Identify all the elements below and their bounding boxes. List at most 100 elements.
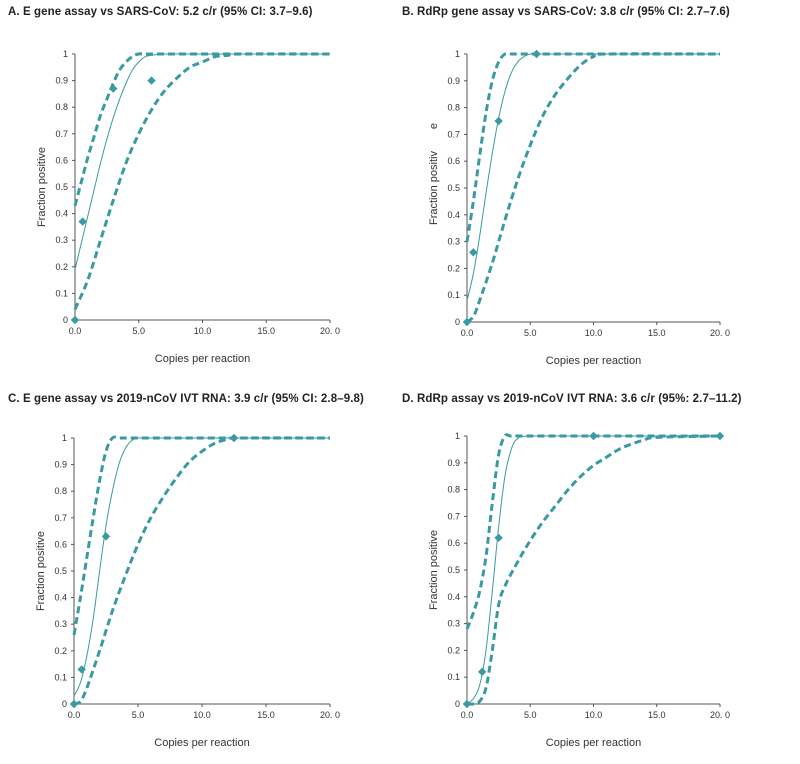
- chart-b: 00.10.20.30.40.50.60.70.80.910.0 5.0 10.0 1…: [428, 49, 730, 367]
- y-axis-title-suffix: e: [428, 123, 440, 129]
- panel-title: A. E gene assay vs SARS-CoV: 5.2 c/r (95…: [8, 6, 313, 18]
- y-tick-label: 0.1: [54, 672, 67, 682]
- x-tick-label: 0.0: [68, 710, 81, 720]
- probit-line: [466, 53, 720, 301]
- x-tick-label: 5.0: [132, 710, 145, 720]
- y-tick-label: 0.5: [54, 566, 67, 576]
- y-tick-label: 0.7: [55, 129, 68, 139]
- ci-line: [466, 52, 721, 324]
- data-point: [147, 76, 156, 85]
- y-axis-title: Fraction positive: [35, 531, 47, 611]
- y-tick-label: 0.2: [447, 645, 460, 655]
- x-tick-label: 10.0: [585, 710, 603, 720]
- x-axis-title: Copies per reaction: [155, 353, 250, 365]
- y-tick-label: 0.4: [447, 592, 460, 602]
- y-axis-title: Fraction positiv: [428, 151, 440, 225]
- x-axis-title: Copies per reaction: [546, 355, 641, 367]
- ci-line: [72, 435, 330, 636]
- x-tick-label: 0.0: [461, 328, 474, 338]
- y-tick-label: 0.1: [447, 672, 460, 682]
- y-tick-label: 0.4: [447, 210, 460, 220]
- y-tick-label: 0.1: [447, 290, 460, 300]
- panel-title: D. RdRp assay vs 2019-nCoV IVT RNA: 3.6 …: [402, 393, 742, 405]
- x-axis-title: Copies per reaction: [154, 737, 249, 749]
- y-tick-label: 0.7: [447, 129, 460, 139]
- y-tick-label: 0.9: [54, 460, 67, 470]
- y-tick-label: 0.6: [447, 156, 460, 166]
- y-tick-label: 0.3: [447, 237, 460, 247]
- probit-line: [466, 435, 720, 705]
- y-tick-label: 1: [62, 433, 67, 443]
- data-point: [78, 217, 87, 226]
- x-tick-label: 5.0: [132, 326, 145, 336]
- ci-line: [465, 433, 720, 630]
- y-tick-label: 0.5: [447, 565, 460, 575]
- x-tick-label: 15.0: [648, 710, 666, 720]
- y-tick-label: 0.6: [54, 539, 67, 549]
- x-tick-label: 15.0: [257, 710, 275, 720]
- y-tick-label: 0.9: [447, 458, 460, 468]
- y-tick-label: 0.3: [54, 619, 67, 629]
- x-tick-label: 20. 0: [320, 326, 340, 336]
- y-tick-label: 0.2: [447, 263, 460, 273]
- x-tick-label: 15.0: [648, 328, 666, 338]
- y-tick-label: 0.8: [447, 103, 460, 113]
- x-tick-label: 20. 0: [320, 710, 340, 720]
- chart-a: 00.10.20.30.40.50.60.70.80.910.0 5.0 10.0 1…: [36, 49, 340, 365]
- y-tick-label: 1: [455, 431, 460, 441]
- y-tick-label: 1: [455, 49, 460, 59]
- y-tick-label: 0.2: [55, 262, 68, 272]
- y-tick-label: 0.1: [55, 288, 68, 298]
- y-tick-label: 0.4: [55, 209, 68, 219]
- y-tick-label: 0.2: [54, 646, 67, 656]
- data-point: [70, 315, 80, 325]
- x-tick-label: 10.0: [193, 710, 211, 720]
- ci-line: [73, 52, 330, 207]
- y-tick-label: 0.6: [55, 155, 68, 165]
- chart-d: 00.10.20.30.40.50.60.70.80.910.0 5.0 10.0 1…: [428, 431, 730, 749]
- panel-title: B. RdRp gene assay vs SARS-CoV: 3.8 c/r …: [402, 6, 730, 18]
- y-tick-label: 0: [455, 317, 460, 327]
- y-tick-label: 0.3: [55, 235, 68, 245]
- x-tick-label: 5.0: [524, 328, 537, 338]
- probit-line: [73, 437, 330, 697]
- y-tick-label: 0.8: [55, 102, 68, 112]
- x-axis-title: Copies per reaction: [546, 737, 641, 749]
- y-tick-label: 0.7: [54, 513, 67, 523]
- panel-a: A. E gene assay vs SARS-CoV: 5.2 c/r (95…: [8, 2, 400, 372]
- panel-title: C. E gene assay vs 2019-nCoV IVT RNA: 3.…: [8, 393, 364, 405]
- ci-line: [73, 436, 331, 706]
- y-tick-label: 0: [455, 699, 460, 709]
- x-tick-label: 5.0: [524, 710, 537, 720]
- data-point: [494, 116, 503, 126]
- panel-d: D. RdRp assay vs 2019-nCoV IVT RNA: 3.6 …: [400, 388, 792, 758]
- y-axis-title: Fraction positive: [428, 530, 440, 610]
- y-tick-label: 0.4: [54, 593, 67, 603]
- y-tick-label: 0.5: [55, 182, 68, 192]
- ci-line: [465, 51, 720, 242]
- chart-c: 00.10.20.30.40.50.60.70.80.910.0 5.0 10.0 1…: [35, 433, 340, 749]
- x-tick-label: 20. 0: [710, 328, 730, 338]
- y-tick-label: 0: [63, 315, 68, 325]
- data-point: [101, 532, 111, 541]
- data-point: [469, 248, 478, 257]
- y-tick-label: 0.8: [447, 485, 460, 495]
- y-tick-label: 0.5: [447, 183, 460, 193]
- y-tick-label: 0.8: [54, 486, 67, 496]
- y-tick-label: 0.9: [447, 76, 460, 86]
- x-tick-label: 10.0: [194, 326, 212, 336]
- y-tick-label: 0.6: [447, 538, 460, 548]
- x-tick-label: 0.0: [69, 326, 82, 336]
- ci-line: [466, 434, 721, 706]
- data-point: [494, 533, 503, 543]
- x-tick-label: 20. 0: [710, 710, 730, 720]
- x-tick-label: 10.0: [585, 328, 603, 338]
- y-tick-label: 0.3: [447, 619, 460, 629]
- x-tick-label: 0.0: [461, 710, 474, 720]
- y-tick-label: 0: [62, 699, 67, 709]
- panel-b: B. RdRp gene assay vs SARS-CoV: 3.8 c/r …: [400, 2, 792, 372]
- panel-c: C. E gene assay vs 2019-nCoV IVT RNA: 3.…: [8, 388, 400, 758]
- y-axis-title: Fraction positive: [36, 147, 48, 227]
- ci-line: [73, 52, 331, 310]
- y-tick-label: 0.7: [447, 511, 460, 521]
